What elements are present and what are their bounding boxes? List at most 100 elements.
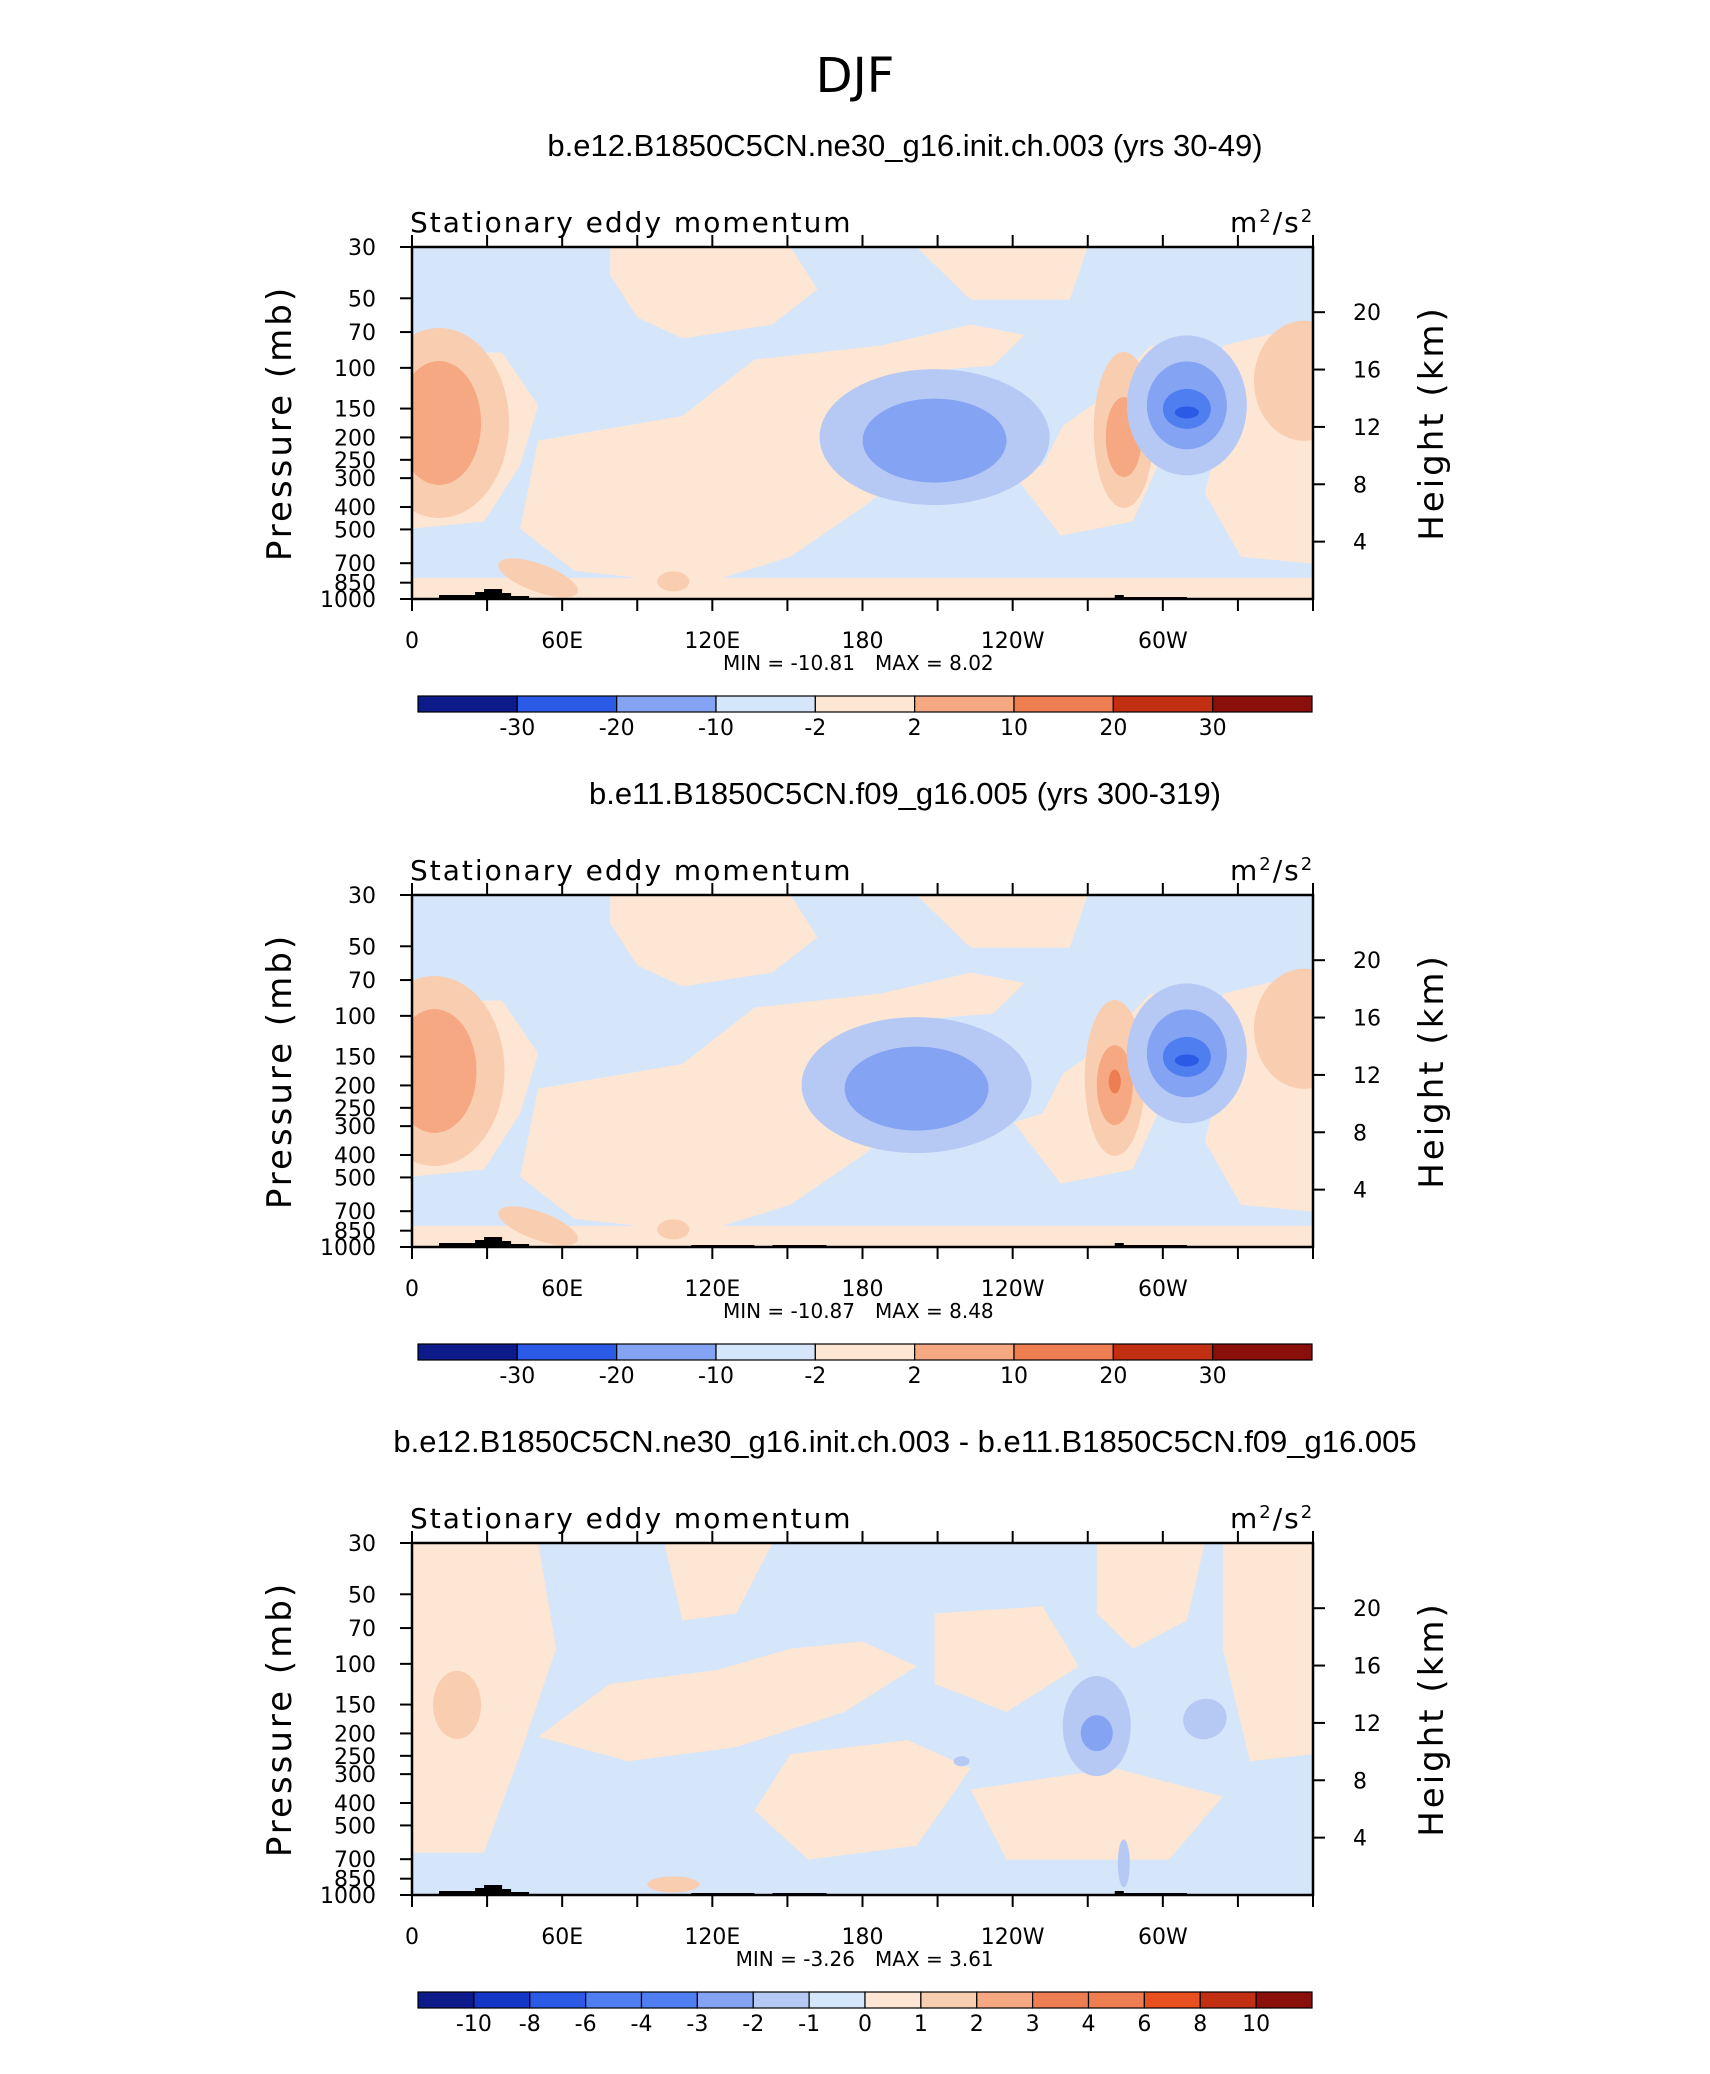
- colorbar-box: [914, 1343, 1015, 1361]
- x-tick-label: 0: [405, 1277, 419, 1302]
- height-tick-label: 4: [1353, 1179, 1367, 1204]
- positive-contour: [647, 1876, 700, 1893]
- y-tick-label: 70: [348, 321, 376, 346]
- y-tick-label: 700: [334, 1200, 376, 1225]
- y-tick-label: 1000: [320, 1236, 376, 1261]
- colorbar-label: 0: [858, 2012, 872, 2037]
- y-tick-label: 150: [334, 1694, 376, 1719]
- colorbar-box: [1199, 1991, 1257, 2009]
- y-tick-label: 300: [334, 467, 376, 492]
- negative-contour: [1183, 1698, 1227, 1740]
- positive-contour: [1254, 968, 1313, 1089]
- y-axis-label: Pressure (mb): [260, 285, 300, 561]
- colorbar-box: [1013, 695, 1114, 713]
- colorbar-box: [752, 1991, 810, 2009]
- colorbar-label: -6: [575, 2012, 597, 2037]
- y-tick-label: 50: [348, 935, 376, 960]
- y-tick-label: 400: [334, 1144, 376, 1169]
- y-tick-label: 250: [334, 1745, 376, 1770]
- colorbar-box: [814, 1343, 916, 1361]
- chart-title: b.e12.B1850C5CN.ne30_g16.init.ch.003 - b…: [393, 1424, 1416, 1459]
- x-tick-label: 120W: [981, 629, 1045, 654]
- y-tick-label: 1000: [320, 1884, 376, 1909]
- y-tick-label: 300: [334, 1115, 376, 1140]
- terrain-mask: [1114, 1243, 1124, 1247]
- y-tick-label: 300: [334, 1763, 376, 1788]
- y-tick-label: 150: [334, 398, 376, 423]
- colorbar-box: [1032, 1991, 1090, 2009]
- y-tick-label: 50: [348, 287, 376, 312]
- contour-field: [412, 895, 1313, 1247]
- colorbar-label: -10: [698, 1364, 734, 1389]
- colorbar: -30 -20 -10 -2 2 10 20 30: [417, 695, 1313, 741]
- negative-contour: [1174, 1054, 1199, 1067]
- main-title: DJF: [816, 48, 895, 104]
- colorbar-box: [976, 1991, 1034, 2009]
- y-tick-label: 500: [334, 1166, 376, 1191]
- colorbar-box: [864, 1991, 922, 2009]
- y-tick-label: 70: [348, 1617, 376, 1642]
- colorbar-label: -10: [456, 2012, 492, 2037]
- y-tick-label: 500: [334, 518, 376, 543]
- field-region: [970, 1768, 1223, 1860]
- colorbar-label: 20: [1099, 716, 1127, 741]
- terrain-mask: [439, 1885, 530, 1895]
- x-tick-label: 0: [405, 629, 419, 654]
- y-axis-label: Pressure (mb): [260, 933, 300, 1209]
- negative-contour: [1117, 1839, 1130, 1888]
- chart-panel: b.e12.B1850C5CN.ne30_g16.init.ch.003 (yr…: [260, 128, 1452, 741]
- x-tick-label: 60E: [541, 629, 583, 654]
- colorbar-box: [616, 695, 717, 713]
- min-label: MIN = -3.26: [736, 1947, 855, 1971]
- max-label: MAX = 3.61: [875, 1947, 994, 1971]
- height-tick-label: 8: [1353, 1769, 1367, 1794]
- variable-label: Stationary eddy momentum: [410, 1502, 853, 1535]
- colorbar: -10 -8 -6 -4 -3 -2 -1 0 1 2 3 4 6 8 10: [417, 1991, 1313, 2037]
- x-tick-label: 120E: [684, 1925, 740, 1950]
- colorbar-box: [920, 1991, 978, 2009]
- positive-contour: [498, 558, 578, 598]
- colorbar: -30 -20 -10 -2 2 10 20 30: [417, 1343, 1313, 1389]
- negative-contour: [862, 398, 1007, 483]
- colorbar-label: -3: [686, 2012, 708, 2037]
- height-tick-label: 8: [1353, 1121, 1367, 1146]
- negative-contour: [844, 1046, 989, 1131]
- height-tick-label: 16: [1353, 1007, 1381, 1032]
- y-tick-label: 100: [334, 357, 376, 382]
- colorbar-box: [1212, 695, 1313, 713]
- colorbar-box: [529, 1991, 587, 2009]
- colorbar-box: [516, 1343, 618, 1361]
- y-tick-label: 150: [334, 1046, 376, 1071]
- colorbar-label: 30: [1199, 716, 1227, 741]
- chart-title: b.e12.B1850C5CN.ne30_g16.init.ch.003 (yr…: [547, 128, 1262, 163]
- colorbar-label: 30: [1199, 1364, 1227, 1389]
- colorbar-label: -8: [519, 2012, 541, 2037]
- x-tick-label: 60E: [541, 1277, 583, 1302]
- y-axis-label-right: Height (km): [1412, 1601, 1452, 1837]
- y-tick-label: 1000: [320, 588, 376, 613]
- variable-label: Stationary eddy momentum: [410, 206, 853, 239]
- y-tick-label: 200: [334, 426, 376, 451]
- height-tick-label: 4: [1353, 1827, 1367, 1852]
- colorbar-label: 10: [1000, 716, 1028, 741]
- x-tick-label: 180: [842, 1277, 884, 1302]
- field-region: [412, 577, 1313, 599]
- x-tick-label: 0: [405, 1925, 419, 1950]
- height-tick-label: 12: [1353, 416, 1381, 441]
- y-tick-label: 850: [334, 1868, 376, 1893]
- x-tick-label: 120E: [684, 629, 740, 654]
- negative-contour: [953, 1756, 970, 1767]
- colorbar-box: [914, 695, 1015, 713]
- colorbar-box: [1212, 1343, 1313, 1361]
- y-tick-label: 400: [334, 496, 376, 521]
- colorbar-label: 1: [914, 2012, 928, 2037]
- y-tick-label: 30: [348, 1532, 376, 1557]
- colorbar-box: [1143, 1991, 1201, 2009]
- colorbar-label: -2: [804, 716, 826, 741]
- colorbar-label: -20: [599, 716, 635, 741]
- chart-panel: b.e11.B1850C5CN.f09_g16.005 (yrs 300-319…: [260, 776, 1452, 1389]
- terrain-mask: [439, 1237, 530, 1247]
- y-axis-label: Pressure (mb): [260, 1581, 300, 1857]
- height-tick-label: 20: [1353, 301, 1381, 326]
- y-axis-label-right: Height (km): [1412, 953, 1452, 1189]
